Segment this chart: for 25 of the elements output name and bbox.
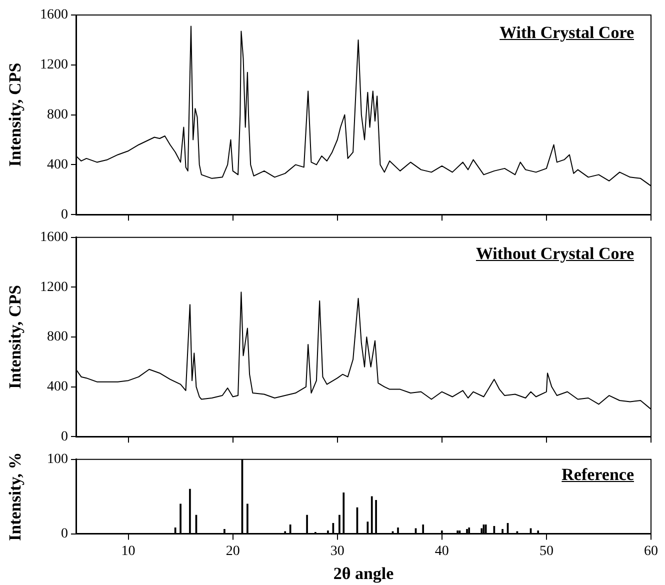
y-tick-label: 1600: [40, 8, 68, 23]
y-tick-label: 0: [61, 526, 68, 542]
annotation: With Crystal Core: [500, 23, 634, 43]
y-tick-label: 1600: [40, 230, 68, 246]
x-tick-label: 20: [226, 544, 240, 559]
y-tick-label: 1200: [40, 58, 68, 73]
y-axis-title: Intensity, CPS: [6, 62, 25, 167]
x-tick-label: 10: [121, 544, 136, 559]
y-tick-label: 400: [47, 379, 68, 394]
y-tick-label: 800: [47, 107, 68, 122]
y-tick-label: 1200: [40, 280, 68, 295]
x-tick-label: 40: [434, 544, 449, 559]
y-tick-label: 0: [61, 207, 68, 222]
annotation: Reference: [562, 465, 634, 485]
y-tick-label: 100: [47, 452, 68, 468]
x-tick-label: 60: [644, 544, 658, 559]
y-tick-label: 800: [47, 330, 68, 345]
y-axis-title: Intensity, CPS: [6, 285, 25, 389]
y-tick-label: 0: [61, 429, 68, 444]
y-tick-label: 400: [47, 157, 68, 172]
x-tick-label: 30: [330, 544, 344, 559]
y-axis-title: Intensity, %: [6, 452, 25, 541]
x-axis-title: 2θ angle: [333, 564, 394, 584]
x-tick-label: 50: [539, 544, 554, 559]
annotation: Without Crystal Core: [476, 244, 634, 264]
